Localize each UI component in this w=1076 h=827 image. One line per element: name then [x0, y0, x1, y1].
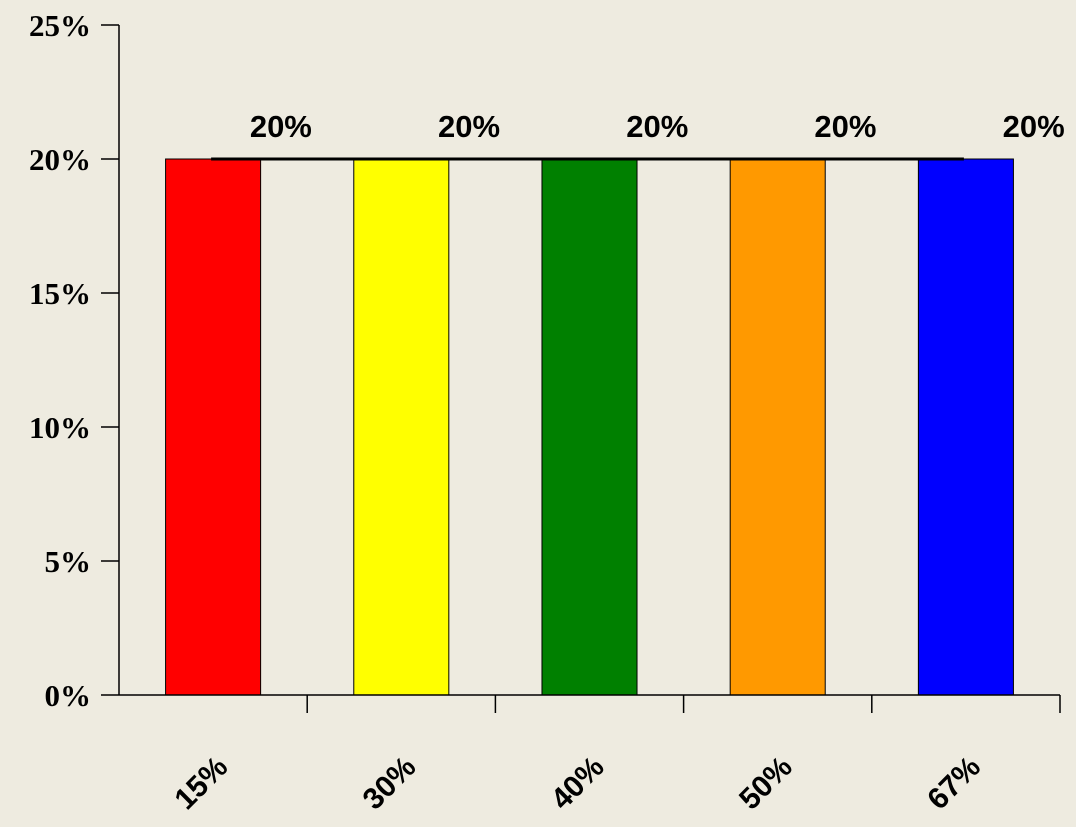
data-label: 20% [1003, 109, 1065, 144]
x-tick-label: 50% [733, 750, 799, 816]
data-label: 20% [438, 109, 500, 144]
x-tick-label: 30% [357, 750, 423, 816]
x-tick-label: 40% [545, 750, 611, 816]
bar [917, 158, 1014, 696]
bar [541, 158, 638, 696]
y-tick-label: 10% [29, 410, 91, 445]
data-labels-group: 20% 20% 20% 20% 20% [250, 109, 1065, 144]
data-label: 20% [626, 109, 688, 144]
y-tick-label: 0% [45, 678, 92, 713]
bars-group [165, 158, 1014, 696]
y-tick-label: 15% [29, 276, 91, 311]
x-ticks-group: 15% 30% 40% 50% 67% [168, 695, 1061, 816]
data-label: 20% [250, 109, 312, 144]
bar [353, 158, 450, 696]
y-tick-label: 25% [29, 8, 91, 43]
x-tick-label: 15% [168, 750, 234, 816]
data-label: 20% [814, 109, 876, 144]
y-ticks-group: 0% 5% 10% 15% 20% 25% [29, 8, 119, 713]
x-tick-label: 67% [921, 750, 987, 816]
bar [165, 158, 262, 696]
y-tick-label: 5% [45, 544, 92, 579]
y-tick-label: 20% [29, 142, 91, 177]
bar [729, 158, 826, 696]
